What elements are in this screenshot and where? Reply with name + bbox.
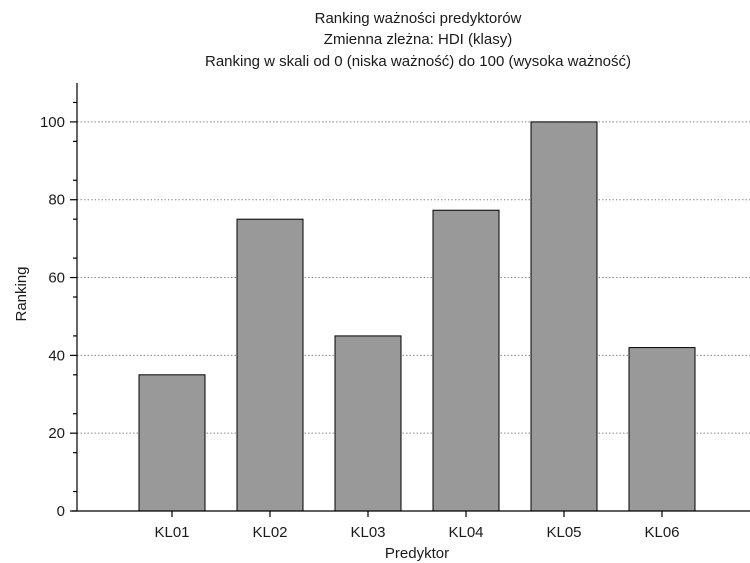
bar-kl06 — [628, 347, 696, 512]
y-tick-label: 80 — [48, 192, 65, 209]
y-axis-title: Ranking — [13, 266, 30, 321]
x-tick-label: KL02 — [252, 524, 287, 541]
x-tick-label: KL05 — [546, 524, 581, 541]
y-tick-label: 60 — [48, 270, 65, 287]
chart-subtitle-line-2: Zmienna zleżna: HDI (klasy) — [324, 31, 512, 48]
bar-kl02 — [236, 218, 304, 512]
x-axis-title: Predyktor — [385, 545, 449, 562]
bars — [138, 121, 696, 512]
y-axis-ticks: 0 20 40 60 80 100 — [40, 101, 77, 520]
y-tick-label: 40 — [48, 347, 65, 364]
y-tick-label: 100 — [40, 114, 65, 131]
x-tick-label: KL03 — [350, 524, 385, 541]
bar-kl05 — [530, 121, 598, 512]
bar-kl01 — [138, 374, 206, 512]
chart-subtitle-line-3: Ranking w skali od 0 (niska ważność) do … — [205, 53, 631, 70]
bar-kl03 — [334, 335, 402, 512]
chart-title: Ranking ważności predyktorów Zmienna zle… — [205, 10, 631, 70]
bar-kl04 — [432, 209, 500, 512]
y-tick-label: 20 — [48, 425, 65, 442]
x-tick-label: KL01 — [154, 524, 189, 541]
y-tick-label: 0 — [57, 503, 65, 520]
x-tick-label: KL04 — [448, 524, 483, 541]
x-axis-ticks: KL01 KL02 KL03 KL04 KL05 KL06 — [154, 511, 680, 541]
x-tick-label: KL06 — [644, 524, 679, 541]
chart-title-line-1: Ranking ważności predyktorów — [315, 10, 522, 27]
